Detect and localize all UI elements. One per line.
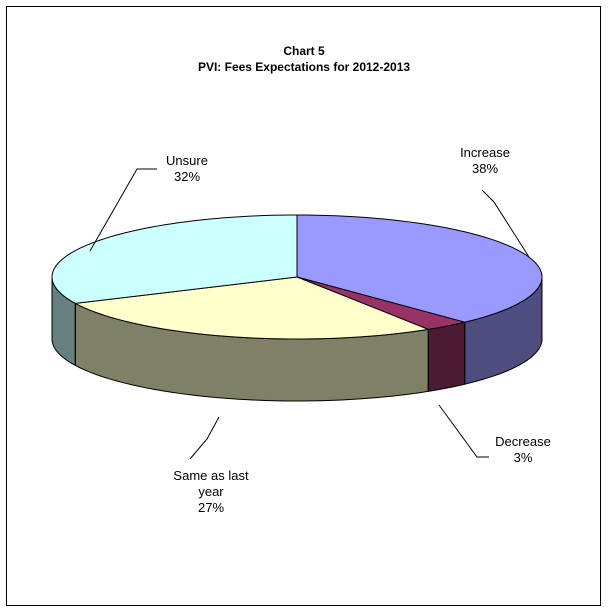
slice-label-line: Unsure <box>166 153 208 168</box>
slice-label-increase: Increase 38% <box>460 145 510 176</box>
slice-label-unsure: Unsure 32% <box>166 153 208 184</box>
leader-line-increase <box>481 189 530 258</box>
slice-top-increase <box>296 214 543 323</box>
leader-line-same-as-last-year <box>189 416 220 460</box>
slice-label-same-as-last-year: Same as last year 27% <box>173 468 249 515</box>
slice-label-line: Decrease <box>495 434 551 449</box>
leader-line-decrease <box>438 404 489 458</box>
slice-label-line: Increase <box>460 145 510 160</box>
slice-label-decrease: Decrease 3% <box>495 434 551 465</box>
slice-label-line: 3% <box>514 450 533 465</box>
slice-label-line: year <box>198 484 224 499</box>
chart-title-line-1: Chart 5 <box>283 44 325 58</box>
slice-top-same-as-last-year <box>73 276 431 340</box>
chart-title-line-2: PVI: Fees Expectations for 2012-2013 <box>198 60 410 74</box>
slice-label-line: 27% <box>198 500 224 515</box>
chart-frame: Chart 5 PVI: Fees Expectations for 2012-… <box>6 6 601 606</box>
slice-label-line: Same as last <box>173 468 249 483</box>
slice-label-line: 38% <box>472 161 498 176</box>
slice-side-decrease <box>427 321 466 392</box>
slice-labels: Increase 38% Decrease 3% Same as last year 27%… <box>166 145 551 515</box>
pie-chart: Chart 5 PVI: Fees Expectations for 2012-… <box>51 44 551 515</box>
leader-lines <box>89 168 530 460</box>
slice-top-decrease <box>296 276 465 330</box>
slice-top-unsure <box>51 214 298 304</box>
pie-tops <box>51 214 543 340</box>
leader-line-unsure <box>89 168 157 252</box>
pie-sides <box>51 276 543 402</box>
slice-label-line: 32% <box>174 169 200 184</box>
